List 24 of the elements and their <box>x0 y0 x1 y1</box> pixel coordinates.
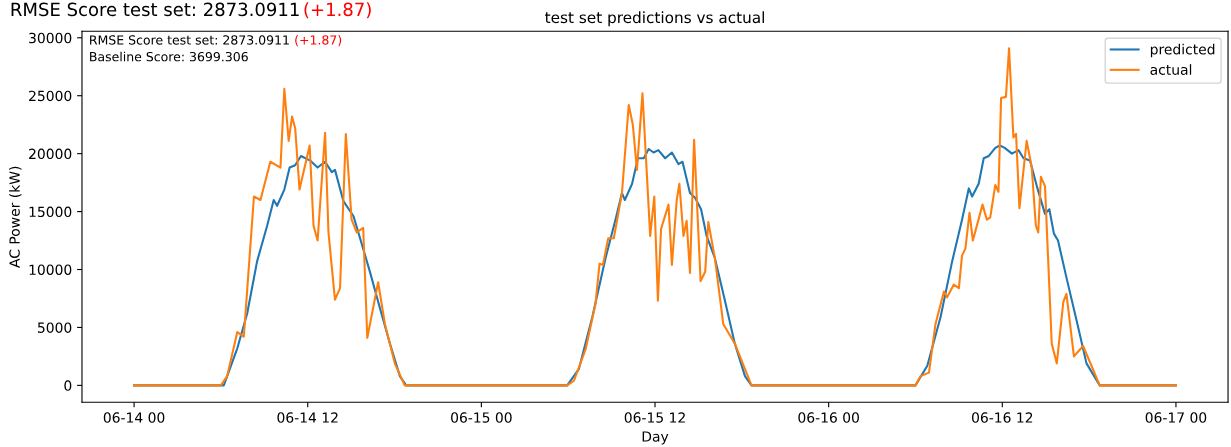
x-tick-label: 06-14 12 <box>277 412 338 423</box>
y-tick-label: 10000 <box>29 264 72 275</box>
x-axis-title: Day <box>642 431 669 445</box>
y-axis-title: AC Power (kW) <box>9 166 22 268</box>
annotation: RMSE Score test set: 2873.0911 <box>90 35 289 45</box>
text: (+1.87) <box>304 2 371 19</box>
text: RMSE Score test set: 2873.0911 <box>11 2 299 17</box>
x-tick-label: 06-16 00 <box>798 412 859 423</box>
y-tick-label: 20000 <box>29 148 72 160</box>
x-tick-label: 06-14 00 <box>103 412 165 423</box>
legend-label: actual <box>1150 64 1192 75</box>
annotation: (+1.87) <box>295 35 342 47</box>
x-tick-label: 06-15 00 <box>451 412 512 423</box>
x-tick-label: 06-16 12 <box>972 412 1033 423</box>
y-tick-label: 30000 <box>29 32 72 44</box>
y-tick-label: 15000 <box>29 206 72 218</box>
x-tick-label: 06-17 00 <box>1145 412 1207 423</box>
annotation: Baseline Score: 3699.306 <box>90 51 248 62</box>
legend-label: predicted <box>1150 43 1215 58</box>
x-tick-label: 06-15 12 <box>624 412 685 423</box>
y-tick-label: 25000 <box>29 90 72 102</box>
y-tick-label: 0 <box>64 380 72 391</box>
chart-title: test set predictions vs actual <box>545 11 764 27</box>
y-tick-label: 5000 <box>37 322 72 333</box>
